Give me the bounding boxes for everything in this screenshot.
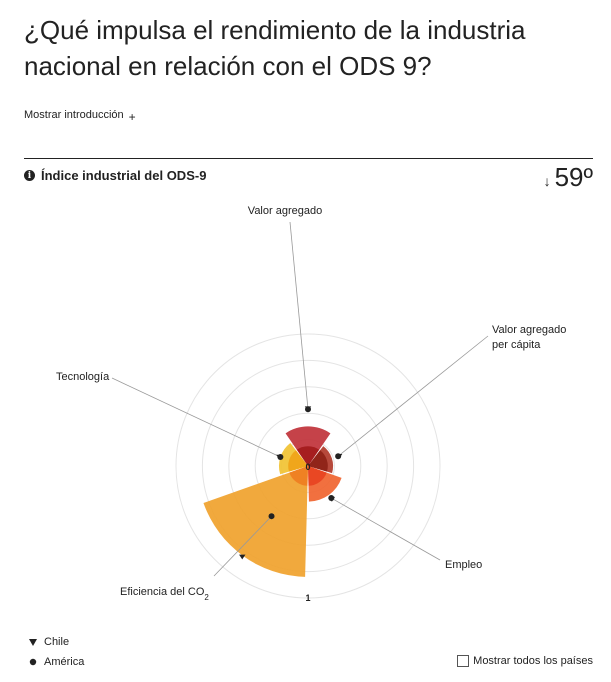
show-all-label: Mostrar todos los países (473, 655, 593, 667)
core-wedge-valor-agregado (296, 446, 320, 466)
index-label: Índice industrial del ODS-9 (41, 168, 207, 183)
axis-label-tecnologia: Tecnología (56, 371, 110, 383)
core-wedge-valor-agregado-per-capita (308, 450, 328, 472)
tick-label-one: 1 (305, 593, 310, 603)
leader-line-eficiencia-co2 (213, 515, 272, 577)
chart-grid (175, 333, 441, 599)
grid-ring-3 (228, 386, 388, 546)
triangle-marker-icon (29, 639, 37, 646)
dot-marker-icon (29, 658, 37, 666)
show-intro-label: Mostrar introducción (24, 109, 124, 121)
chart-leader-lines (111, 221, 489, 577)
axis-label-eficiencia-co2: Eficiencia del CO2 (120, 586, 209, 602)
chart-core-wedges (288, 446, 328, 486)
marker-chile-tecnologia (276, 454, 283, 460)
axis-label-empleo: Empleo (445, 559, 482, 571)
legend-chile-label: Chile (44, 636, 70, 648)
show-all-checkbox[interactable] (457, 655, 470, 667)
page-title: ¿Qué impulsa el rendimiento de la indust… (24, 15, 526, 81)
marker-chile-valor-agregado-per-capita (335, 453, 343, 459)
chart-markers (239, 406, 343, 560)
leader-line-valor-agregado (289, 221, 309, 410)
down-arrow-icon: ↓ (543, 173, 551, 189)
leader-line-tecnologia (111, 377, 281, 458)
grid-ring-4 (201, 359, 415, 573)
grid-ring-5 (175, 333, 441, 599)
bar-chile-eficiencia-co2 (203, 466, 308, 577)
axis-label-valor-agregado: Valor agregado (248, 205, 322, 217)
tick-label-zero: 0 (305, 462, 310, 472)
core-wedge-tecnologia (288, 450, 308, 472)
leader-line-empleo (331, 497, 441, 561)
show-all-countries-toggle[interactable]: Mostrar todos los países (457, 655, 593, 667)
axis-label-valor-agregado-per-capita-2: per cápita (492, 339, 541, 351)
grid-ring-2 (254, 412, 362, 520)
index-header: i Índice industrial del ODS-9 (24, 168, 206, 183)
core-wedge-eficiencia-co2 (289, 466, 308, 486)
show-intro-toggle[interactable]: Mostrar introducción + (24, 108, 136, 124)
chart-wedges (203, 426, 342, 577)
rank-value: 59º (554, 162, 593, 192)
marker-chile-valor-agregado (304, 406, 312, 412)
rank-display: ↓ 59º (544, 162, 593, 193)
core-wedge-empleo (308, 466, 327, 486)
marker-chile-empleo (328, 496, 336, 502)
info-icon[interactable]: i (24, 170, 35, 181)
marker-chile-eficiencia-co2 (239, 554, 246, 560)
axis-label-valor-agregado-per-capita-1: Valor agregado (492, 324, 566, 336)
bar-chile-valor-agregado (285, 426, 331, 466)
leader-line-valor-agregado-per-capita (337, 335, 489, 457)
legend-america-label: América (44, 656, 85, 668)
marker-america-eficiencia-co2 (268, 513, 275, 520)
legend-america: América (28, 656, 84, 668)
plus-icon: + (128, 110, 136, 124)
legend-chile: Chile (28, 636, 69, 648)
section-divider (24, 158, 593, 159)
